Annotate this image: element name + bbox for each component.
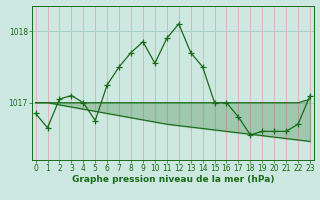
X-axis label: Graphe pression niveau de la mer (hPa): Graphe pression niveau de la mer (hPa) — [72, 175, 274, 184]
